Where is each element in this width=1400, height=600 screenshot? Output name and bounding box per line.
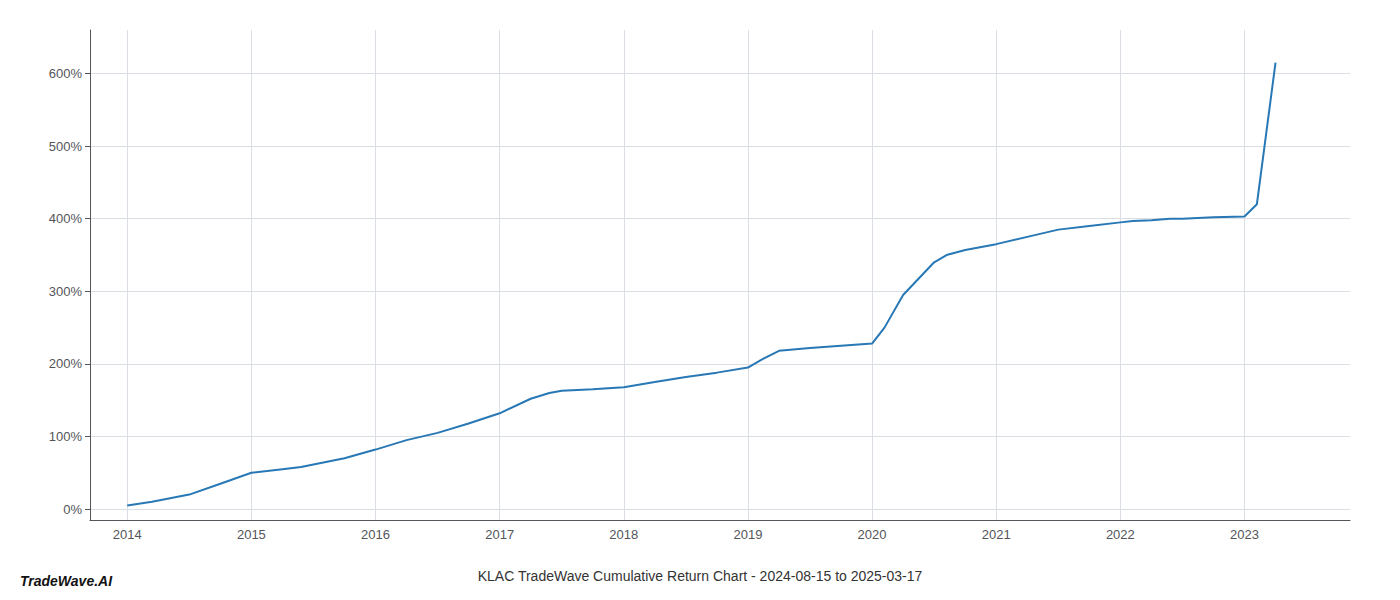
svg-text:0%: 0% xyxy=(63,502,82,517)
svg-text:2020: 2020 xyxy=(858,527,887,542)
svg-text:2014: 2014 xyxy=(113,527,142,542)
svg-text:2021: 2021 xyxy=(982,527,1011,542)
svg-text:2016: 2016 xyxy=(361,527,390,542)
svg-text:TradeWave.AI: TradeWave.AI xyxy=(20,573,113,589)
svg-text:100%: 100% xyxy=(49,429,83,444)
svg-text:2017: 2017 xyxy=(485,527,514,542)
svg-text:2023: 2023 xyxy=(1230,527,1259,542)
svg-text:2015: 2015 xyxy=(237,527,266,542)
svg-text:2018: 2018 xyxy=(609,527,638,542)
svg-text:200%: 200% xyxy=(49,356,83,371)
svg-text:600%: 600% xyxy=(49,66,83,81)
svg-text:400%: 400% xyxy=(49,211,83,226)
svg-text:300%: 300% xyxy=(49,284,83,299)
svg-text:500%: 500% xyxy=(49,139,83,154)
svg-text:2022: 2022 xyxy=(1106,527,1135,542)
svg-text:2019: 2019 xyxy=(733,527,762,542)
svg-text:KLAC TradeWave Cumulative Retu: KLAC TradeWave Cumulative Return Chart -… xyxy=(478,568,923,584)
